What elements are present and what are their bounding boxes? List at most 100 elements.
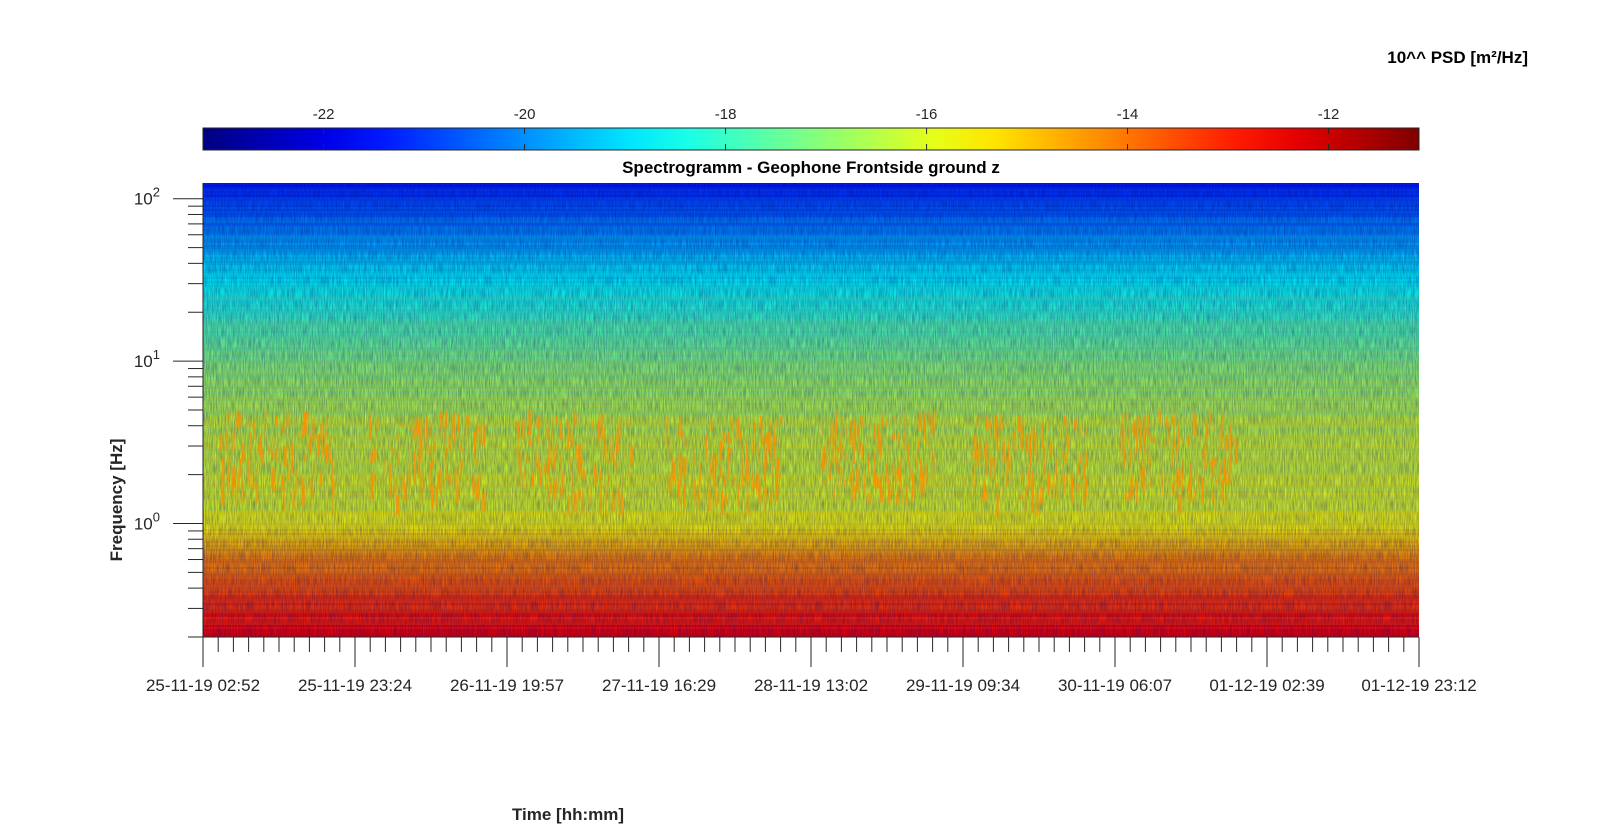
activity-streak — [737, 483, 740, 507]
activity-streak — [758, 482, 761, 500]
activity-streak — [577, 489, 581, 499]
activity-streak — [742, 476, 745, 481]
activity-streak — [1066, 451, 1068, 462]
activity-streak — [823, 451, 826, 464]
y-axis-label: Frequency [Hz] — [107, 439, 126, 562]
activity-streak — [880, 411, 883, 425]
activity-streak — [270, 472, 273, 489]
activity-streak — [307, 411, 310, 421]
activity-streak — [581, 466, 583, 479]
activity-streak — [692, 452, 696, 467]
activity-streak — [1178, 494, 1182, 513]
activity-streak — [255, 482, 258, 503]
activity-streak — [694, 485, 697, 509]
activity-streak — [1060, 448, 1064, 459]
activity-streak — [517, 448, 521, 471]
activity-streak — [567, 424, 570, 450]
activity-streak — [547, 493, 550, 501]
activity-streak — [1063, 475, 1066, 495]
activity-streak — [1171, 416, 1173, 425]
activity-streak — [683, 456, 687, 477]
activity-streak — [1152, 436, 1156, 444]
activity-streak — [668, 478, 671, 493]
activity-streak — [887, 479, 891, 502]
activity-streak — [376, 420, 379, 433]
activity-streak — [1002, 487, 1004, 494]
activity-streak — [612, 450, 615, 464]
activity-streak — [1074, 482, 1077, 490]
activity-streak — [989, 454, 992, 464]
activity-streak — [426, 416, 428, 439]
activity-streak — [309, 487, 313, 498]
activity-streak — [1218, 468, 1221, 477]
activity-streak — [984, 488, 988, 500]
activity-streak — [422, 471, 424, 490]
activity-streak — [1141, 465, 1144, 488]
activity-streak — [291, 450, 293, 459]
activity-streak — [570, 429, 573, 448]
activity-streak — [732, 418, 734, 433]
activity-streak — [320, 424, 324, 441]
activity-streak — [921, 471, 925, 494]
activity-streak — [618, 485, 621, 504]
activity-streak — [778, 473, 781, 478]
activity-streak — [408, 462, 411, 487]
activity-streak — [976, 420, 978, 427]
activity-streak — [430, 487, 434, 508]
activity-streak — [278, 447, 281, 459]
activity-streak — [721, 490, 724, 515]
activity-streak — [534, 450, 537, 469]
activity-streak — [255, 467, 258, 472]
activity-streak — [918, 412, 922, 432]
activity-streak — [546, 427, 549, 440]
activity-streak — [860, 416, 864, 429]
activity-streak — [1187, 485, 1191, 492]
activity-streak — [527, 431, 530, 436]
activity-streak — [845, 453, 847, 460]
x-tick-label: 01-12-19 23:12 — [1361, 676, 1476, 695]
activity-streak — [746, 442, 748, 467]
activity-streak — [877, 425, 880, 451]
colorbar-tick-label: -12 — [1318, 106, 1340, 123]
y-tick-exponent: 1 — [153, 347, 160, 362]
activity-streak — [622, 483, 624, 487]
activity-streak — [472, 478, 475, 488]
activity-streak — [1190, 463, 1192, 480]
activity-streak — [618, 417, 622, 439]
activity-streak — [332, 492, 334, 516]
activity-streak — [824, 446, 826, 456]
activity-streak — [429, 423, 432, 437]
activity-streak — [1220, 459, 1222, 482]
activity-streak — [740, 428, 742, 444]
activity-streak — [693, 480, 696, 500]
activity-streak — [971, 453, 974, 461]
activity-streak — [1004, 458, 1008, 462]
activity-streak — [746, 457, 750, 480]
activity-streak — [629, 472, 632, 476]
activity-streak — [1131, 428, 1134, 433]
activity-streak — [616, 427, 619, 441]
activity-streak — [1078, 483, 1080, 492]
activity-streak — [1131, 474, 1133, 479]
activity-streak — [978, 439, 981, 456]
activity-streak — [325, 414, 328, 433]
activity-streak — [996, 414, 998, 431]
activity-streak — [409, 451, 412, 455]
activity-streak — [1067, 441, 1070, 452]
activity-streak — [851, 458, 853, 484]
activity-streak — [312, 424, 315, 443]
activity-streak — [775, 467, 778, 485]
activity-streak — [409, 424, 412, 431]
activity-streak — [275, 413, 277, 429]
activity-streak — [683, 483, 686, 508]
activity-streak — [879, 478, 882, 502]
activity-streak — [221, 491, 225, 506]
activity-streak — [286, 412, 289, 429]
activity-streak — [903, 411, 907, 426]
activity-streak — [1014, 442, 1017, 452]
activity-streak — [611, 453, 613, 459]
activity-streak — [839, 434, 842, 460]
activity-streak — [231, 488, 235, 497]
